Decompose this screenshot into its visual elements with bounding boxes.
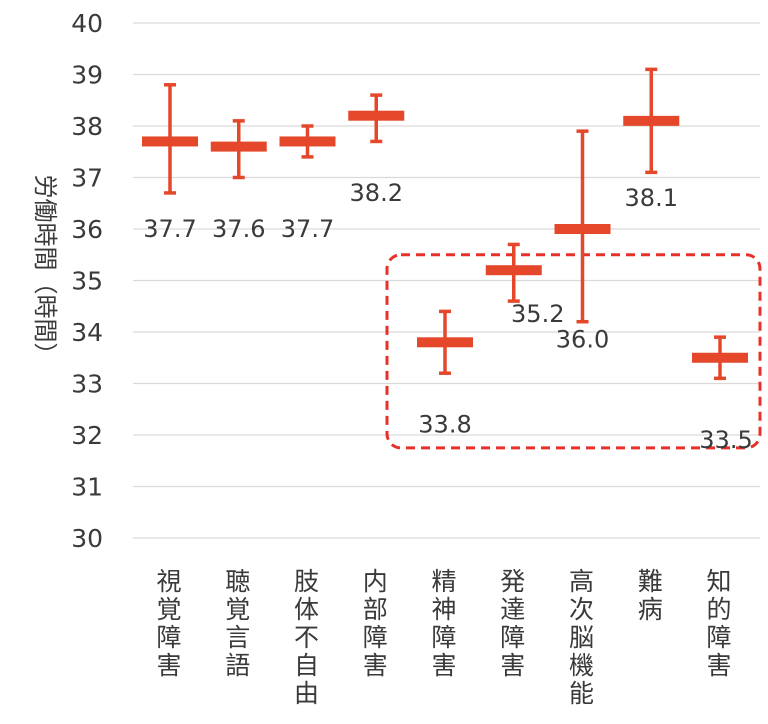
data-points [142, 67, 748, 381]
data-label: 33.5 [699, 426, 752, 454]
mean-marker [554, 224, 611, 234]
x-tick-label: 高次脳機能 [569, 567, 594, 708]
highlight-rect [385, 253, 762, 450]
highlight-box [385, 253, 762, 450]
mean-marker [623, 115, 680, 126]
mean-marker [485, 265, 542, 276]
grid [133, 22, 760, 539]
data-point [623, 67, 680, 175]
x-tick-label: 知的障害 [706, 567, 731, 680]
y-tick-label: 38 [71, 112, 103, 141]
y-tick-label: 33 [71, 370, 103, 399]
mean-marker [417, 337, 473, 348]
x-tick-label: 聴覚言語 [225, 567, 250, 680]
data-point [485, 242, 542, 303]
data-point [210, 119, 267, 180]
data-point [692, 335, 748, 381]
data-label: 36.0 [556, 326, 609, 354]
mean-marker [279, 136, 336, 147]
mean-marker [692, 352, 748, 363]
data-point [142, 83, 198, 195]
y-tick-label: 35 [71, 267, 103, 296]
data-point [348, 93, 405, 144]
x-tick-label: 精神障害 [431, 567, 456, 680]
x-tick-label: 視覚障害 [156, 567, 181, 680]
y-tick-label: 34 [71, 318, 103, 347]
y-tick-label: 39 [71, 61, 103, 90]
mean-marker [210, 141, 267, 152]
x-tick-label: 発達障害 [500, 567, 525, 680]
x-tick-label: 難病 [638, 567, 663, 624]
data-labels: 37.7 37.6 37.7 38.2 33.8 35.236.0 38.1 33.5 [143, 179, 752, 454]
y-axis: 30 31 32 33 34 35 36 37 38 39 40 [71, 9, 103, 553]
data-point [279, 124, 336, 159]
data-label: 33.8 [418, 411, 471, 439]
y-tick-label: 31 [71, 473, 103, 502]
x-tick-label: 内部障害 [363, 567, 388, 680]
data-point [554, 129, 611, 324]
x-axis: 視覚障害 聴覚言語 肢体不自由 内部障害 精神障害 発達障害 高次脳機能 難病 知的障害 [156, 567, 731, 708]
mean-marker [142, 136, 198, 147]
data-label: 35.2 [511, 300, 564, 328]
data-label: 37.6 [212, 215, 265, 243]
y-tick-label: 32 [71, 421, 103, 450]
data-point [417, 309, 473, 375]
x-tick-label: 肢体不自由 [294, 567, 319, 708]
data-label: 37.7 [281, 215, 334, 243]
mean-marker [348, 110, 405, 121]
y-tick-label: 37 [71, 164, 103, 193]
y-tick-label: 40 [71, 9, 103, 38]
y-tick-label: 36 [71, 215, 103, 244]
y-tick-label: 30 [71, 524, 103, 553]
y-axis-label: 労働時間（時間） [31, 175, 59, 367]
data-label: 37.7 [143, 215, 196, 243]
data-label: 38.1 [625, 184, 678, 212]
data-label: 38.2 [350, 179, 403, 207]
